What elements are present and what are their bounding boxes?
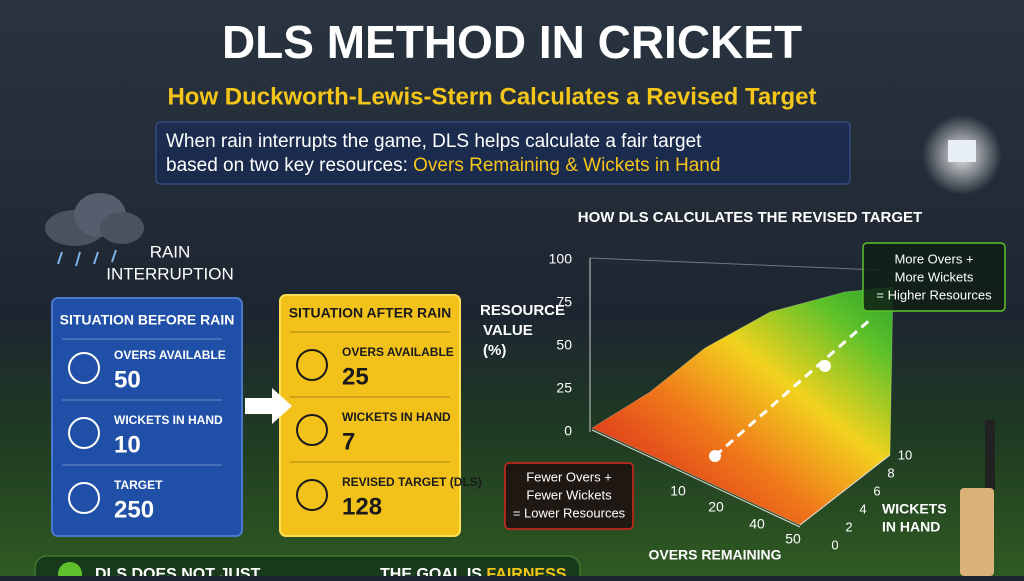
intro-box	[155, 121, 851, 185]
item-value: 50	[114, 366, 141, 393]
item-value: 250	[114, 496, 154, 523]
y-label: (%)	[483, 342, 506, 359]
item-label: WICKETS IN HAND	[114, 413, 223, 427]
y-tick-label: 25	[556, 380, 572, 396]
callout-low-text: = Lower Resources	[513, 505, 626, 520]
axis-edge	[589, 257, 881, 271]
card-icon	[68, 417, 100, 449]
footer-right: THE GOAL IS	[380, 566, 482, 576]
item-value: 128	[342, 493, 382, 520]
y-tick-label: 50	[556, 337, 572, 353]
item-value: 10	[114, 431, 141, 458]
rain-cloud	[45, 193, 144, 267]
callout-high-text: More Wickets	[895, 269, 974, 284]
subtitle: How Duckworth-Lewis-Stern Calculates a R…	[167, 83, 816, 110]
item-value: 7	[342, 428, 355, 455]
y-tick-label: 75	[556, 294, 572, 310]
card-title: SITUATION AFTER RAIN	[289, 305, 452, 321]
intro-line: When rain interrupts the game, DLS helps…	[166, 131, 702, 152]
callout-low-text: Fewer Overs +	[526, 469, 612, 484]
z-tick-label: 0	[831, 537, 838, 552]
z-tick-label: 6	[873, 483, 880, 498]
footer-highlight: FAIRNESS	[486, 566, 566, 576]
z-label: WICKETS	[882, 501, 947, 517]
footer-box	[34, 555, 581, 581]
callout-high-text: = Higher Resources	[876, 287, 992, 302]
intro-line: based on two key resources:	[166, 155, 408, 176]
x-tick-label: 20	[708, 499, 724, 515]
x-tick-label: 10	[670, 483, 686, 499]
z-tick-label: 2	[845, 519, 852, 534]
graph-title: HOW DLS CALCULATES THE REVISED TARGET	[578, 209, 922, 226]
card-icon	[296, 479, 328, 511]
callout-low	[504, 462, 634, 530]
z-tick-label: 8	[887, 465, 894, 480]
z-tick-label: 4	[859, 501, 866, 516]
card-icon	[68, 482, 100, 514]
x-axis	[591, 429, 801, 528]
item-label: REVISED TARGET (DLS)	[342, 475, 482, 489]
y-tick-label: 100	[549, 251, 573, 267]
callout-high-text: More Overs +	[894, 251, 973, 266]
z-label: IN HAND	[882, 519, 940, 535]
card-icon	[296, 414, 328, 446]
item-label: WICKETS IN HAND	[342, 410, 451, 424]
item-label: OVERS AVAILABLE	[114, 348, 226, 362]
title: DLS METHOD IN CRICKET	[222, 16, 802, 68]
card-icon	[296, 349, 328, 381]
trend-line	[714, 316, 873, 458]
y-label: RESOURCE	[480, 302, 565, 319]
item-value: 25	[342, 363, 369, 390]
card-title: SITUATION BEFORE RAIN	[60, 312, 235, 328]
intro-highlight: Overs Remaining & Wickets in Hand	[413, 155, 720, 176]
x-tick-label: 50	[785, 531, 801, 547]
footer-right: THE GOAL IS FAIRNESS	[380, 566, 567, 576]
callout-high	[862, 242, 1006, 312]
z-tick-label: 10	[898, 447, 912, 462]
rain-label: RAIN	[150, 242, 191, 261]
point-low	[709, 450, 721, 462]
card-icon	[68, 352, 100, 384]
floodlight	[948, 140, 976, 162]
intro-line: based on two key resources: Overs Remain…	[166, 155, 720, 176]
footer-left: DLS DOES NOT JUST	[95, 566, 261, 576]
rain-label: INTERRUPTION	[106, 264, 234, 283]
bat	[960, 420, 995, 576]
arrow	[245, 388, 292, 424]
callout-low-text: Fewer Wickets	[526, 487, 612, 502]
x-label: OVERS REMAINING	[648, 547, 781, 563]
item-label: OVERS AVAILABLE	[342, 345, 454, 359]
card-before	[51, 297, 243, 537]
y-label: VALUE	[483, 322, 533, 339]
x-tick-label: 40	[749, 516, 765, 532]
item-label: TARGET	[114, 478, 163, 492]
point-high	[819, 360, 831, 372]
z-axis	[799, 454, 891, 526]
y-tick-label: 0	[564, 423, 572, 439]
